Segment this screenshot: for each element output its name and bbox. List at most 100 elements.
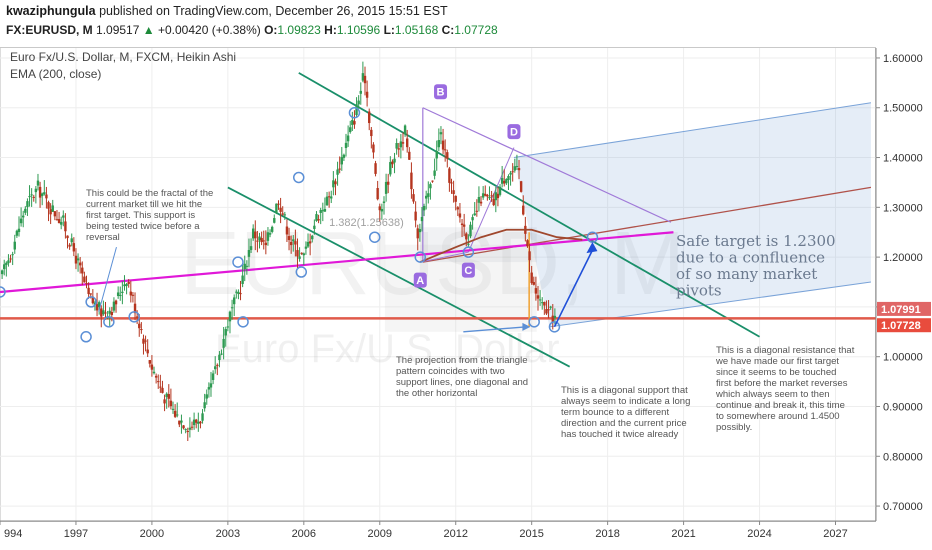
- pivot-circle[interactable]: [462, 246, 475, 258]
- pivot-circle[interactable]: [237, 316, 249, 328]
- candle-body: [138, 323, 141, 329]
- pattern-point-label: C: [464, 265, 472, 277]
- candle-body: [5, 262, 8, 265]
- candle-body: [515, 165, 519, 167]
- pivot-circle[interactable]: [232, 256, 244, 268]
- pivot-circle[interactable]: [85, 296, 97, 308]
- y-tick-label: 0.70000: [883, 501, 923, 513]
- candle-body: [397, 148, 400, 150]
- candle-body: [57, 219, 61, 224]
- candle-body: [511, 171, 514, 173]
- candle-body: [458, 213, 462, 218]
- pivot-circle[interactable]: [128, 311, 140, 323]
- ema-200-line: [419, 228, 583, 263]
- candle-body: [142, 338, 145, 344]
- pattern-line-ac[interactable]: [420, 251, 469, 263]
- target-arrow-shaft[interactable]: [553, 249, 594, 328]
- channel-upper-line[interactable]: [298, 72, 760, 338]
- y-tick-label: 0.80000: [883, 451, 923, 463]
- pivot-circle[interactable]: [548, 321, 561, 333]
- candle-body: [59, 221, 63, 225]
- candle-body: [188, 427, 192, 430]
- candle-body: [216, 364, 219, 366]
- x-tick-label: 2000: [140, 528, 164, 540]
- pivot-circle[interactable]: [368, 231, 381, 243]
- candle-body: [114, 300, 118, 305]
- candle-body: [435, 150, 438, 159]
- x-tick-label: 2018: [595, 528, 619, 540]
- candle-body: [207, 387, 211, 390]
- candle-body: [237, 291, 240, 294]
- candle-body: [334, 181, 337, 185]
- candle-body: [351, 120, 354, 125]
- high-value: 1.10596: [336, 23, 381, 37]
- candle-body: [384, 181, 388, 194]
- candle-body: [182, 425, 185, 429]
- candle-body: [53, 211, 57, 217]
- pattern-line-bd[interactable]: [422, 107, 672, 223]
- pivot-circle[interactable]: [0, 286, 6, 298]
- x-tick-label: 2027: [823, 528, 847, 540]
- candle-body: [479, 201, 483, 204]
- candle-body: [391, 161, 394, 165]
- pattern-point-badge: [507, 124, 521, 140]
- candle-body: [220, 353, 223, 355]
- candle-body: [359, 90, 362, 94]
- publish-info: published on TradingView.com, December 2…: [95, 4, 448, 18]
- candle-body: [519, 181, 523, 192]
- symbol-line: FX:EURUSD, M 1.09517 ▲ +0.00420 (+0.38%)…: [6, 23, 498, 37]
- pivot-circle[interactable]: [414, 251, 427, 263]
- candle-body: [264, 242, 268, 246]
- candle-body: [376, 188, 379, 200]
- candle-body: [549, 306, 552, 308]
- projection-note-line: The projection from the triangle: [396, 355, 527, 366]
- candle-body: [330, 196, 333, 199]
- open-label: O:: [264, 23, 278, 37]
- candle-body: [243, 263, 246, 270]
- pivot-circle[interactable]: [293, 171, 305, 184]
- candle-body: [49, 209, 52, 215]
- candle-body: [76, 258, 80, 261]
- candle-body: [395, 143, 398, 149]
- candle-body: [108, 310, 111, 314]
- candle-body: [507, 176, 510, 180]
- candle-body: [91, 296, 95, 304]
- candle-body: [72, 243, 76, 252]
- diag-resistance-note-line: to somewhere around 1.4500: [716, 411, 840, 422]
- candle-body: [536, 295, 540, 299]
- pivot-circle[interactable]: [295, 266, 308, 278]
- candle-body: [7, 260, 10, 264]
- candle-body: [247, 249, 251, 257]
- candle-body: [336, 169, 339, 175]
- candle-body: [315, 214, 318, 221]
- candle-body: [325, 196, 329, 206]
- candle-body: [283, 214, 287, 216]
- candle-body: [530, 272, 533, 284]
- pattern-point-label: B: [437, 87, 445, 99]
- candle-body: [317, 219, 320, 221]
- projection-channel-fill: [513, 102, 871, 327]
- pivot-circle[interactable]: [528, 316, 540, 328]
- pattern-point-label: A: [416, 275, 424, 287]
- projection-channel-top[interactable]: [513, 102, 872, 159]
- author-link[interactable]: kwaziphungula: [6, 4, 96, 18]
- candle-body: [43, 192, 46, 195]
- magenta-trendline[interactable]: [0, 231, 674, 294]
- candle-body: [327, 196, 331, 198]
- safe-target-note-line: Safe target is 1.2300: [676, 232, 836, 250]
- candle-body: [64, 221, 67, 232]
- pivot-circle[interactable]: [103, 316, 115, 328]
- candle-body: [24, 208, 27, 213]
- candle-body: [186, 430, 189, 432]
- candle-body: [553, 315, 557, 318]
- candle-body: [268, 233, 272, 235]
- candle-body: [47, 202, 50, 209]
- pivot-circle[interactable]: [348, 106, 361, 119]
- candle-body: [266, 232, 270, 241]
- candle-body: [201, 413, 204, 421]
- candle-body: [17, 228, 21, 233]
- resistance-line-red[interactable]: [422, 186, 872, 263]
- diag-support-note-line: has touched it twice already: [561, 429, 678, 440]
- pivot-circle[interactable]: [80, 331, 92, 343]
